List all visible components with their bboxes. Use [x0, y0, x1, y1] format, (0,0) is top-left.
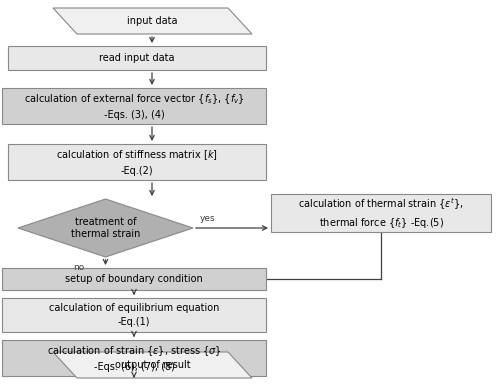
Polygon shape: [53, 352, 252, 378]
Text: input data: input data: [127, 16, 178, 26]
Bar: [271, 194, 491, 232]
Text: calculation of strain {$\varepsilon$}, stress {$\sigma$}
-Eqs. (6), (7), (8): calculation of strain {$\varepsilon$}, s…: [46, 345, 222, 372]
Text: calculation of external force vector {$f_s$}, {$f_v$}
-Eqs. (3), (4): calculation of external force vector {$f…: [24, 92, 244, 119]
Bar: [2, 88, 266, 124]
Text: calculation of stiffness matrix [$k$]
-Eq.(2): calculation of stiffness matrix [$k$] -E…: [56, 149, 218, 176]
Text: output of result: output of result: [114, 360, 190, 370]
Text: read input data: read input data: [99, 53, 175, 63]
Bar: [8, 46, 266, 70]
Text: setup of boundary condition: setup of boundary condition: [65, 274, 203, 284]
Bar: [2, 340, 266, 376]
Text: treatment of
thermal strain: treatment of thermal strain: [71, 217, 140, 239]
Text: yes: yes: [200, 214, 216, 223]
Text: calculation of equilibrium equation
-Eq.(1): calculation of equilibrium equation -Eq.…: [49, 303, 219, 326]
Polygon shape: [18, 199, 193, 257]
Text: no: no: [74, 263, 85, 272]
Bar: [8, 144, 266, 180]
Bar: [2, 268, 266, 290]
Bar: [2, 298, 266, 332]
Polygon shape: [53, 8, 252, 34]
Text: calculation of thermal strain {$\varepsilon^t$},
thermal force {$f_t$} -Eq.(5): calculation of thermal strain {$\varepsi…: [298, 196, 464, 230]
